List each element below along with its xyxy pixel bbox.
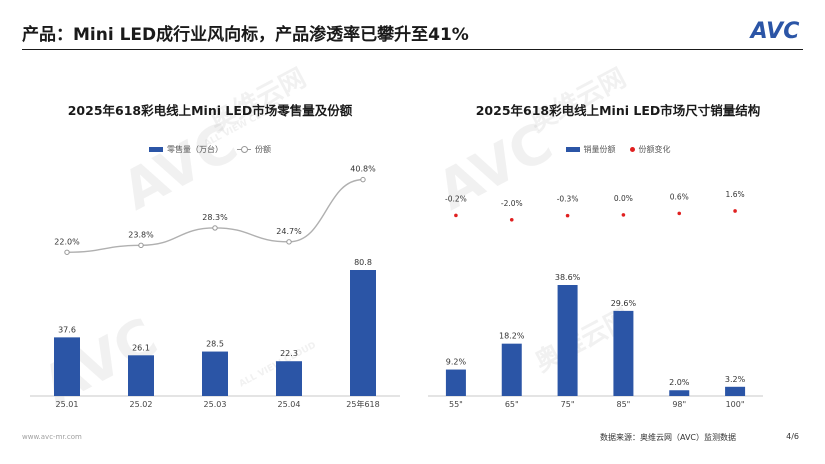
share-point bbox=[360, 176, 366, 183]
share-data-label: 28.3% bbox=[202, 213, 228, 222]
x-tick-label: 25.04 bbox=[278, 400, 301, 409]
bar bbox=[557, 285, 578, 396]
legend-item-share-change: 份额变化 bbox=[629, 144, 671, 155]
bar bbox=[54, 337, 80, 396]
logo-text: AVC bbox=[749, 19, 800, 44]
x-tick-label: 55" bbox=[449, 400, 463, 409]
share-data-label: 24.7% bbox=[276, 227, 302, 236]
legend-label: 份额 bbox=[255, 145, 271, 154]
bar-data-label: 28.5 bbox=[206, 340, 224, 349]
bar-data-label: 29.6% bbox=[611, 299, 637, 308]
change-data-label: 0.6% bbox=[670, 192, 689, 201]
chart-plot: 9.2% 55" 18.2% 65" 38.6% 75" 29.6% 85" 2.0% 98" 3.… bbox=[428, 190, 763, 409]
chart-legend: 零售量（万台） 份额 bbox=[10, 144, 410, 155]
chart-size-structure: 2025年618彩电线上Mini LED市场尺寸销量结构 销量份额 份额变化 9… bbox=[418, 60, 818, 420]
share-point bbox=[212, 225, 218, 231]
share-point bbox=[286, 239, 292, 245]
page-title: 产品：Mini LED成行业风向标，产品渗透率已攀升至41% bbox=[22, 25, 469, 45]
x-tick-label: 25.01 bbox=[56, 400, 79, 409]
legend-label: 销量份额 bbox=[583, 145, 616, 154]
bar bbox=[613, 310, 634, 396]
share-point bbox=[138, 242, 144, 249]
legend-swatch-dot bbox=[629, 147, 635, 152]
header-divider bbox=[22, 49, 803, 50]
header: 产品：Mini LED成行业风向标，产品渗透率已攀升至41% AVC bbox=[0, 0, 825, 56]
change-data-label: -0.3% bbox=[557, 195, 579, 204]
change-point bbox=[621, 213, 626, 217]
bar-data-label: 37.6 bbox=[58, 325, 76, 334]
x-tick-label: 100" bbox=[726, 400, 745, 409]
bar bbox=[128, 355, 154, 396]
bar bbox=[276, 361, 302, 396]
x-tick-label: 98" bbox=[672, 400, 686, 409]
bar bbox=[350, 270, 376, 396]
x-tick-label: 25年618 bbox=[346, 399, 379, 409]
change-data-label: -0.2% bbox=[445, 194, 467, 203]
bar bbox=[445, 369, 466, 396]
change-data-label: 0.0% bbox=[614, 194, 633, 203]
legend-item-sales-share: 销量份额 bbox=[565, 144, 616, 155]
bar-data-label: 18.2% bbox=[499, 332, 525, 341]
share-data-label: 23.8% bbox=[128, 230, 154, 239]
x-tick-label: 25.02 bbox=[130, 400, 153, 409]
x-tick-label: 65" bbox=[505, 400, 519, 409]
footer-source: 数据来源：奥维云网（AVC）监测数据 bbox=[600, 433, 737, 442]
bar bbox=[669, 390, 690, 396]
change-point bbox=[509, 217, 514, 222]
change-point bbox=[454, 213, 458, 218]
bar bbox=[202, 351, 228, 396]
share-line bbox=[66, 178, 364, 253]
legend-swatch-bar bbox=[565, 147, 580, 152]
chart-title: 2025年618彩电线上Mini LED市场零售量及份额 bbox=[67, 103, 353, 118]
legend-label: 份额变化 bbox=[638, 145, 671, 154]
avc-logo: AVC bbox=[749, 19, 800, 44]
bar-data-label: 80.8 bbox=[354, 258, 372, 267]
change-point bbox=[733, 209, 737, 213]
legend-label: 零售量（万台） bbox=[167, 145, 223, 154]
bar bbox=[725, 386, 746, 396]
bar-data-label: 2.0% bbox=[669, 378, 690, 387]
bar-data-label: 9.2% bbox=[446, 358, 467, 367]
chart-title: 2025年618彩电线上Mini LED市场尺寸销量结构 bbox=[475, 103, 761, 118]
bar-data-label: 3.2% bbox=[725, 375, 746, 384]
legend-item-share: 份额 bbox=[237, 144, 271, 155]
x-tick-label: 25.03 bbox=[204, 400, 227, 409]
x-tick-label: 75" bbox=[561, 400, 575, 409]
chart-legend: 销量份额 份额变化 bbox=[418, 144, 818, 155]
share-data-label: 22.0% bbox=[54, 237, 80, 246]
share-point bbox=[64, 249, 70, 255]
chart-retail-volume-share: 2025年618彩电线上Mini LED市场零售量及份额 零售量（万台） 份额 … bbox=[10, 60, 410, 420]
share-data-label: 40.8% bbox=[350, 165, 376, 174]
change-point bbox=[565, 213, 570, 218]
page-number: 4/6 bbox=[786, 432, 799, 441]
legend-item-volume: 零售量（万台） bbox=[149, 144, 223, 155]
change-data-label: -2.0% bbox=[501, 199, 523, 208]
legend-swatch-bar bbox=[149, 147, 163, 152]
x-tick-label: 85" bbox=[616, 400, 630, 409]
bar-data-label: 26.1 bbox=[132, 343, 150, 352]
legend-swatch-line bbox=[237, 146, 251, 153]
change-point bbox=[677, 211, 682, 216]
bar-data-label: 22.3 bbox=[280, 349, 298, 358]
bar-data-label: 38.6% bbox=[555, 273, 581, 282]
change-data-label: 1.6% bbox=[726, 190, 745, 199]
chart-plot: 37.6 25.01 26.1 25.02 28.5 25.03 22.3 25.04 80.8… bbox=[30, 165, 400, 409]
footer-url: www.avc-mr.com bbox=[22, 433, 82, 441]
bar bbox=[501, 343, 522, 396]
